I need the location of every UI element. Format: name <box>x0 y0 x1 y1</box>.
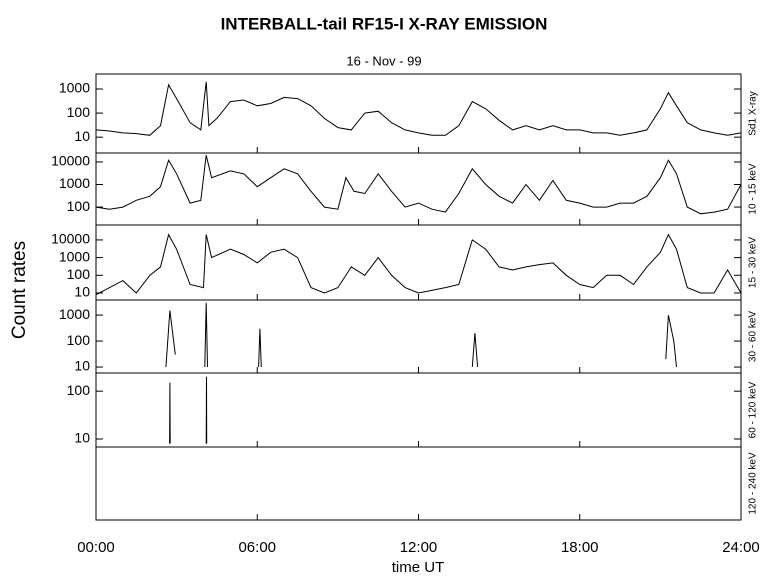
y-tick-label: 10 <box>74 128 90 144</box>
y-tick-label: 10 <box>74 358 90 374</box>
y-tick-label: 10000 <box>51 153 90 169</box>
y-axis-label: Count rates <box>9 241 30 339</box>
x-tick-label: 24:00 <box>722 539 760 556</box>
panel-frame <box>95 73 742 154</box>
data-line <box>95 81 742 136</box>
y-tick-label: 100 <box>67 104 91 120</box>
panel-label: Sd1 X-ray <box>748 91 759 135</box>
panel-label: 15 - 30 keV <box>748 237 759 288</box>
data-line <box>165 302 677 368</box>
y-tick-label: 10 <box>74 430 90 446</box>
panel-frame <box>95 224 742 301</box>
y-tick-label: 1000 <box>59 248 90 264</box>
x-tick-label: 18:00 <box>561 539 599 556</box>
panel-frame <box>95 152 742 226</box>
data-line <box>169 376 208 444</box>
y-tick-label: 1000 <box>59 80 90 96</box>
y-tick-label: 100 <box>67 266 91 282</box>
y-tick-label: 100 <box>67 332 91 348</box>
panel-label: 10 - 15 keV <box>748 163 759 214</box>
data-line <box>95 155 742 215</box>
y-tick-label: 1000 <box>59 306 90 322</box>
panel-frame <box>95 446 742 521</box>
panel-frame <box>95 299 742 374</box>
y-tick-label: 10000 <box>51 231 90 247</box>
y-tick-label: 100 <box>67 198 91 214</box>
x-tick-label: 00:00 <box>77 539 115 556</box>
y-tick-label: 10 <box>74 284 90 300</box>
y-tick-label: 100 <box>67 382 91 398</box>
y-tick-label: 1000 <box>59 175 90 191</box>
chart-subtitle: 16 - Nov - 99 <box>346 53 421 68</box>
x-tick-label: 06:00 <box>238 539 276 556</box>
data-line <box>95 233 742 296</box>
x-axis-label: time UT <box>392 559 445 576</box>
panel-label: 60 - 120 keV <box>748 381 759 438</box>
chart-title: INTERBALL-tail RF15-I X-RAY EMISSION <box>221 14 548 33</box>
panel-label: 120 - 240 keV <box>748 452 759 515</box>
panel-frame <box>95 372 742 448</box>
panel-label: 30 - 60 keV <box>748 311 759 362</box>
x-tick-label: 12:00 <box>400 539 438 556</box>
